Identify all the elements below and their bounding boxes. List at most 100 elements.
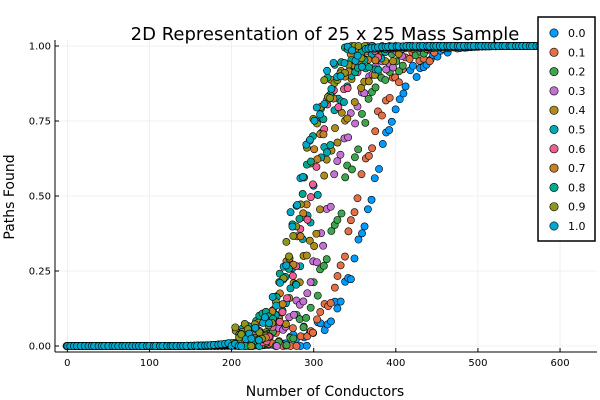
- data-point: [394, 78, 403, 87]
- data-point: [337, 209, 346, 218]
- data-point: [286, 284, 295, 293]
- data-point: [347, 275, 355, 284]
- data-point: [261, 313, 269, 322]
- data-point: [289, 232, 298, 240]
- data-point: [286, 208, 295, 217]
- data-point: [313, 315, 321, 324]
- data-point: [344, 133, 353, 142]
- data-point: [326, 141, 335, 149]
- data-point: [329, 58, 338, 67]
- data-point: [395, 67, 403, 76]
- data-point: [361, 118, 370, 127]
- data-point: [306, 157, 315, 166]
- data-point: [331, 124, 339, 133]
- data-point: [272, 342, 281, 350]
- data-point: [299, 172, 307, 181]
- data-point: [319, 130, 328, 139]
- data-point: [290, 310, 298, 319]
- data-point: [330, 283, 339, 292]
- legend-label: 1.0: [568, 220, 586, 233]
- data-point: [306, 303, 315, 312]
- data-point: [327, 227, 336, 235]
- data-point: [333, 272, 342, 280]
- data-point: [275, 317, 284, 326]
- data-point: [306, 135, 314, 144]
- data-point: [341, 252, 349, 261]
- data-point: [371, 56, 380, 65]
- data-point: [371, 127, 380, 136]
- data-point: [298, 190, 307, 198]
- legend-marker: [549, 163, 559, 173]
- data-point: [303, 215, 312, 224]
- legend-marker: [549, 125, 559, 135]
- data-point: [425, 57, 434, 66]
- data-point: [367, 195, 376, 204]
- legend-marker: [549, 47, 559, 57]
- data-point: [391, 105, 400, 114]
- data-point: [316, 308, 325, 316]
- legend-label: 0.9: [568, 201, 586, 214]
- data-point: [371, 83, 380, 92]
- data-point: [360, 222, 369, 231]
- data-point: [313, 155, 322, 164]
- data-point: [374, 65, 383, 74]
- data-point: [351, 119, 360, 128]
- data-point: [326, 299, 335, 307]
- data-point: [302, 314, 310, 322]
- data-point: [375, 165, 383, 173]
- legend-marker: [549, 144, 559, 154]
- data-point: [364, 63, 373, 72]
- data-point: [385, 93, 394, 102]
- data-point: [378, 140, 387, 148]
- legend-label: 0.7: [568, 162, 586, 175]
- data-point: [319, 261, 328, 270]
- legend-box: [537, 16, 596, 242]
- data-point: [333, 138, 342, 147]
- data-point: [323, 148, 331, 157]
- data-point: [336, 150, 345, 159]
- data-point: [378, 111, 386, 120]
- data-point: [283, 294, 291, 303]
- data-point: [237, 330, 246, 339]
- data-point: [412, 73, 421, 81]
- data-point: [364, 205, 372, 214]
- data-point: [237, 342, 245, 350]
- legend-label: 0.0: [568, 27, 586, 40]
- y-tick-label: 0.50: [29, 192, 51, 203]
- data-point: [364, 152, 373, 160]
- data-point: [370, 174, 379, 183]
- data-point: [326, 202, 335, 211]
- axes: 0 100 200 300 400 500 600 0.00 0.25 0.50 0.75 1.00: [29, 40, 597, 369]
- x-tick-label: 300: [304, 358, 323, 369]
- data-point: [336, 261, 345, 270]
- data-point: [327, 317, 335, 326]
- data-point: [399, 89, 408, 98]
- data-point: [312, 162, 321, 171]
- data-point: [364, 77, 373, 86]
- data-point: [265, 319, 274, 328]
- data-point: [320, 76, 329, 85]
- data-point: [350, 98, 359, 106]
- data-point: [322, 255, 331, 264]
- data-point: [343, 114, 352, 123]
- data-point: [288, 222, 297, 231]
- data-point: [302, 341, 311, 350]
- data-point: [299, 209, 308, 218]
- data-point: [272, 301, 281, 310]
- data-point: [313, 291, 322, 300]
- data-point: [308, 328, 317, 337]
- data-point: [292, 342, 301, 350]
- legend-marker: [549, 221, 559, 231]
- data-point: [358, 62, 366, 71]
- data-point: [296, 232, 305, 241]
- data-point: [320, 171, 329, 180]
- legend-marker: [549, 86, 559, 96]
- data-point: [387, 117, 396, 126]
- legend-marker: [549, 105, 559, 115]
- data-point: [251, 323, 260, 332]
- x-tick-label: 400: [386, 358, 405, 369]
- data-point: [289, 324, 297, 333]
- data-point: [327, 84, 336, 93]
- y-tick-label: 1.00: [29, 42, 51, 53]
